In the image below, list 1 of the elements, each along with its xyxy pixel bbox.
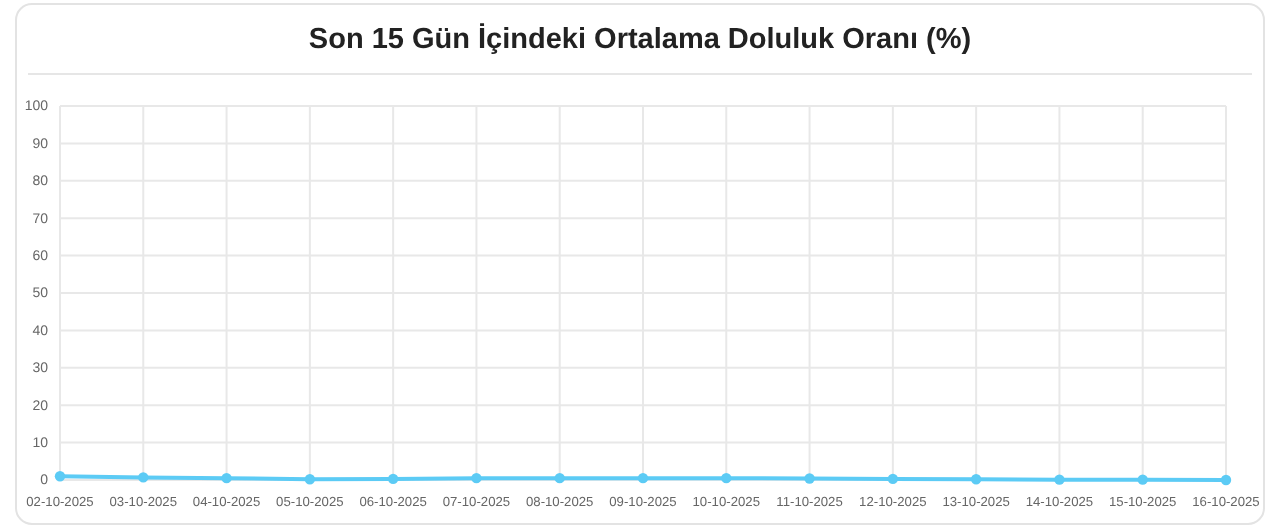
chart-title: Son 15 Gün İçindeki Ortalama Doluluk Oranı (%) [308,22,972,56]
